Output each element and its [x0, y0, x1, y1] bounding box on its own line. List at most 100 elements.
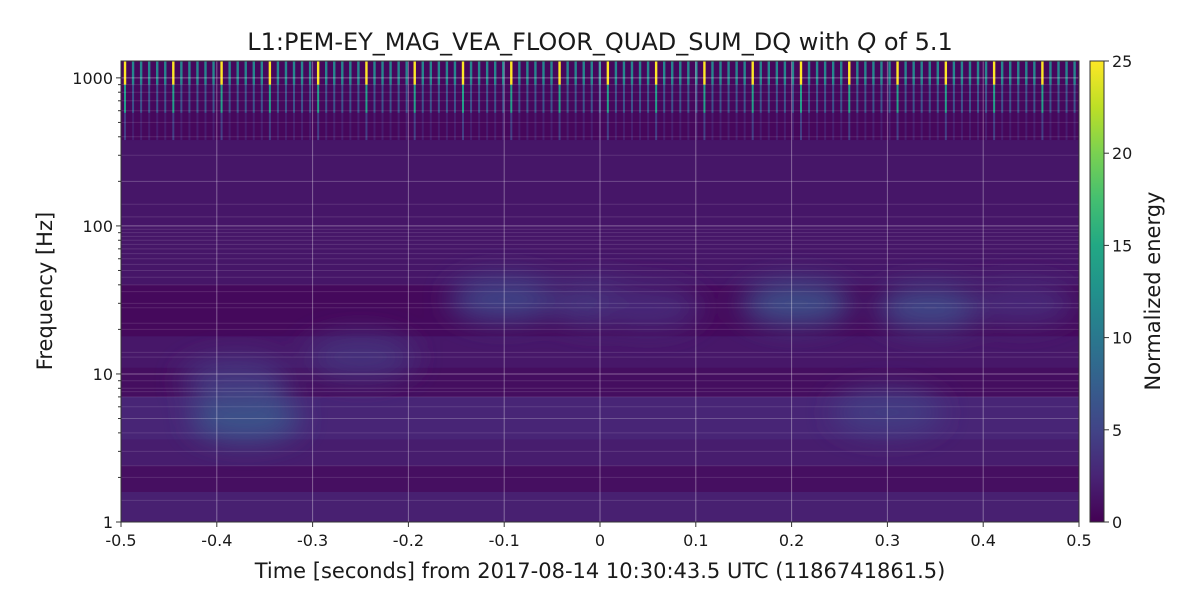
pulse-tail	[148, 112, 151, 141]
pulse-mid	[445, 84, 448, 113]
pulse-tail	[268, 112, 271, 141]
x-tick-label: -0.4	[201, 531, 232, 550]
pulse-peak	[944, 61, 948, 85]
pulse-mid	[944, 84, 947, 113]
pulse-peak	[598, 61, 602, 85]
pulse-mid	[156, 84, 159, 113]
pulse-tail	[968, 112, 971, 141]
pulse-mid	[244, 84, 247, 113]
pulse-mid	[526, 84, 529, 113]
pulse-peak	[840, 61, 843, 85]
pulse-tail	[944, 112, 947, 141]
pulse-mid	[470, 84, 473, 113]
pulse-tail	[510, 112, 513, 141]
pulse-peak	[1073, 61, 1076, 85]
pulse-tail	[317, 112, 320, 141]
pulse-mid	[421, 84, 424, 113]
colorbar-tick-label: 15	[1112, 236, 1132, 255]
pulse-tail	[743, 112, 746, 141]
pulse-peak	[373, 61, 376, 85]
colorbar-tick-label: 5	[1112, 421, 1122, 440]
pulse-peak	[123, 61, 127, 85]
pulse-peak	[920, 61, 923, 85]
pulse-tail	[928, 112, 931, 141]
pulse-tail	[775, 112, 778, 141]
pulse-tail	[421, 112, 424, 141]
pulse-mid	[1033, 84, 1036, 113]
pulse-mid	[180, 84, 183, 113]
pulse-mid	[968, 84, 971, 113]
pulse-tail	[687, 112, 690, 141]
pulse-peak	[461, 61, 465, 85]
pulse-peak	[413, 61, 416, 85]
pulse-peak	[510, 61, 513, 85]
pulse-mid	[124, 84, 127, 113]
pulse-peak	[880, 61, 883, 85]
y-tick-label: 1	[103, 513, 113, 532]
pulse-peak	[976, 61, 980, 85]
pulse-mid	[325, 84, 328, 113]
energy-hotspots	[180, 277, 1077, 441]
pulse-tail	[180, 112, 183, 141]
pulse-mid	[985, 84, 988, 113]
pulse-peak	[775, 61, 779, 85]
pulse-tail	[236, 112, 239, 141]
x-axis-label: Time [seconds] from 2017-08-14 10:30:43.…	[254, 559, 946, 583]
pulse-peak	[864, 61, 867, 85]
pulse-peak	[952, 61, 956, 85]
pulse-mid	[220, 84, 223, 113]
pulse-peak	[220, 61, 223, 85]
pulse-tail	[526, 112, 529, 141]
pulse-peak	[783, 61, 787, 85]
pulse-tail	[759, 112, 762, 141]
pulse-peak	[582, 61, 585, 85]
pulse-mid	[695, 84, 698, 113]
pulse-tail	[1025, 112, 1028, 141]
pulse-tail	[808, 112, 811, 141]
pulse-tail	[1049, 112, 1052, 141]
pulse-peak	[622, 61, 626, 85]
pulse-tail	[325, 112, 328, 141]
pulse-mid	[655, 84, 658, 113]
pulse-peak	[1033, 61, 1036, 85]
pulse-peak	[936, 61, 939, 85]
pulse-tail	[397, 112, 400, 141]
chart-title-prefix: L1:PEM-EY_MAG_VEA_FLOOR_QUAD_SUM_DQ with	[247, 28, 857, 56]
pulse-mid	[1017, 84, 1020, 113]
x-tick-label: 0	[595, 531, 605, 550]
pulse-peak	[172, 61, 175, 85]
pulse-mid	[196, 84, 199, 113]
pulse-peak	[542, 61, 545, 85]
pulse-peak	[405, 61, 408, 85]
pulse-tail	[574, 112, 577, 141]
pulse-tail	[140, 112, 143, 141]
pulse-peak	[646, 61, 650, 85]
pulse-tail	[276, 112, 279, 141]
pulse-tail	[124, 112, 127, 141]
pulse-mid	[268, 84, 271, 113]
y-tick-label: 1000	[72, 69, 113, 88]
pulse-mid	[743, 84, 746, 113]
pulse-mid	[534, 84, 537, 113]
pulse-mid	[413, 84, 416, 113]
pulse-peak	[357, 61, 360, 85]
energy-band	[121, 465, 1079, 492]
pulse-mid	[558, 84, 561, 113]
pulse-mid	[204, 84, 207, 113]
pulse-peak	[711, 61, 714, 85]
pulse-mid	[759, 84, 762, 113]
pulse-peak	[381, 61, 384, 85]
pulse-peak	[703, 61, 706, 85]
pulse-mid	[550, 84, 553, 113]
pulse-peak	[429, 61, 433, 85]
pulse-peak	[856, 61, 859, 85]
pulse-mid	[808, 84, 811, 113]
pulse-tail	[840, 112, 843, 141]
pulse-mid	[719, 84, 722, 113]
pulse-mid	[751, 84, 754, 113]
pulse-mid	[952, 84, 955, 113]
x-tick-label: -0.1	[489, 531, 520, 550]
pulse-mid	[799, 84, 802, 113]
pulse-tail	[518, 112, 521, 141]
pulse-tail	[872, 112, 875, 141]
